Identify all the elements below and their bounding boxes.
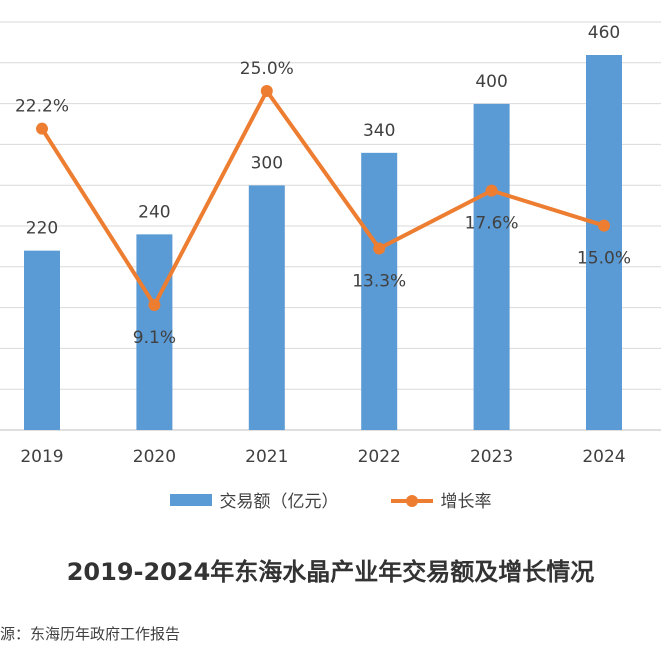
legend-line-swatch [390,494,433,507]
x-axis-ticks: 2019 2020 2021 2022 2023 2024 [20,447,625,467]
x-tick-label: 2022 [358,447,401,467]
bar-value-label: 220 [26,219,58,239]
source-note: 源：东海历年政府工作报告 [0,625,181,643]
rate-value-label: 25.0% [240,59,294,79]
bar-series [24,55,622,431]
x-tick-label: 2024 [582,447,625,467]
rate-value-label: 9.1% [133,328,176,348]
legend-bar-swatch [169,493,212,506]
line-point-2021 [260,85,273,97]
legend-item-line: 增长率 [390,487,492,512]
rate-value-label: 17.6% [465,214,519,234]
combo-chart: 220 240 300 340 400 460 22.2% 9.1% 25.0% 13.3% 17.… [0,21,661,467]
x-tick-label: 2021 [245,447,288,467]
bar-2021 [248,185,285,430]
line-point-2022 [373,242,386,255]
bar-value-label: 400 [475,72,507,92]
rate-value-label: 13.3% [352,271,406,291]
rate-value-label: 15.0% [577,249,631,269]
bar-value-label: 240 [138,202,170,222]
line-point-2019 [36,122,48,135]
bar-2024 [586,55,622,430]
line-series [36,85,610,311]
bar-2020 [136,234,173,430]
bar-2023 [473,103,510,431]
legend-bar-label: 交易额（亿元） [219,492,339,512]
legend-item-bar: 交易额（亿元） [169,487,339,512]
bar-2022 [361,152,398,430]
bar-value-label: 300 [251,153,283,173]
bar-value-label: 340 [363,121,395,141]
line-point-2023 [485,184,498,197]
line-point-2020 [148,299,161,311]
bar-value-label: 460 [588,23,620,43]
legend-line-label: 增长率 [440,492,492,512]
x-tick-label: 2020 [133,447,176,467]
legend: 交易额（亿元） 增长率 [0,487,661,512]
data-labels: 220 240 300 340 400 460 22.2% 9.1% 25.0% 13.3% 17.… [15,23,631,348]
bar-2019 [24,250,60,430]
line-point-2024 [598,219,610,232]
rate-value-label: 22.2% [15,97,69,117]
growth-rate-line [40,89,605,307]
gridlines [0,21,661,431]
x-tick-label: 2019 [20,447,63,467]
chart-caption: 2019-2024年东海水晶产业年交易额及增长情况 [66,558,595,586]
x-tick-label: 2023 [470,447,513,467]
